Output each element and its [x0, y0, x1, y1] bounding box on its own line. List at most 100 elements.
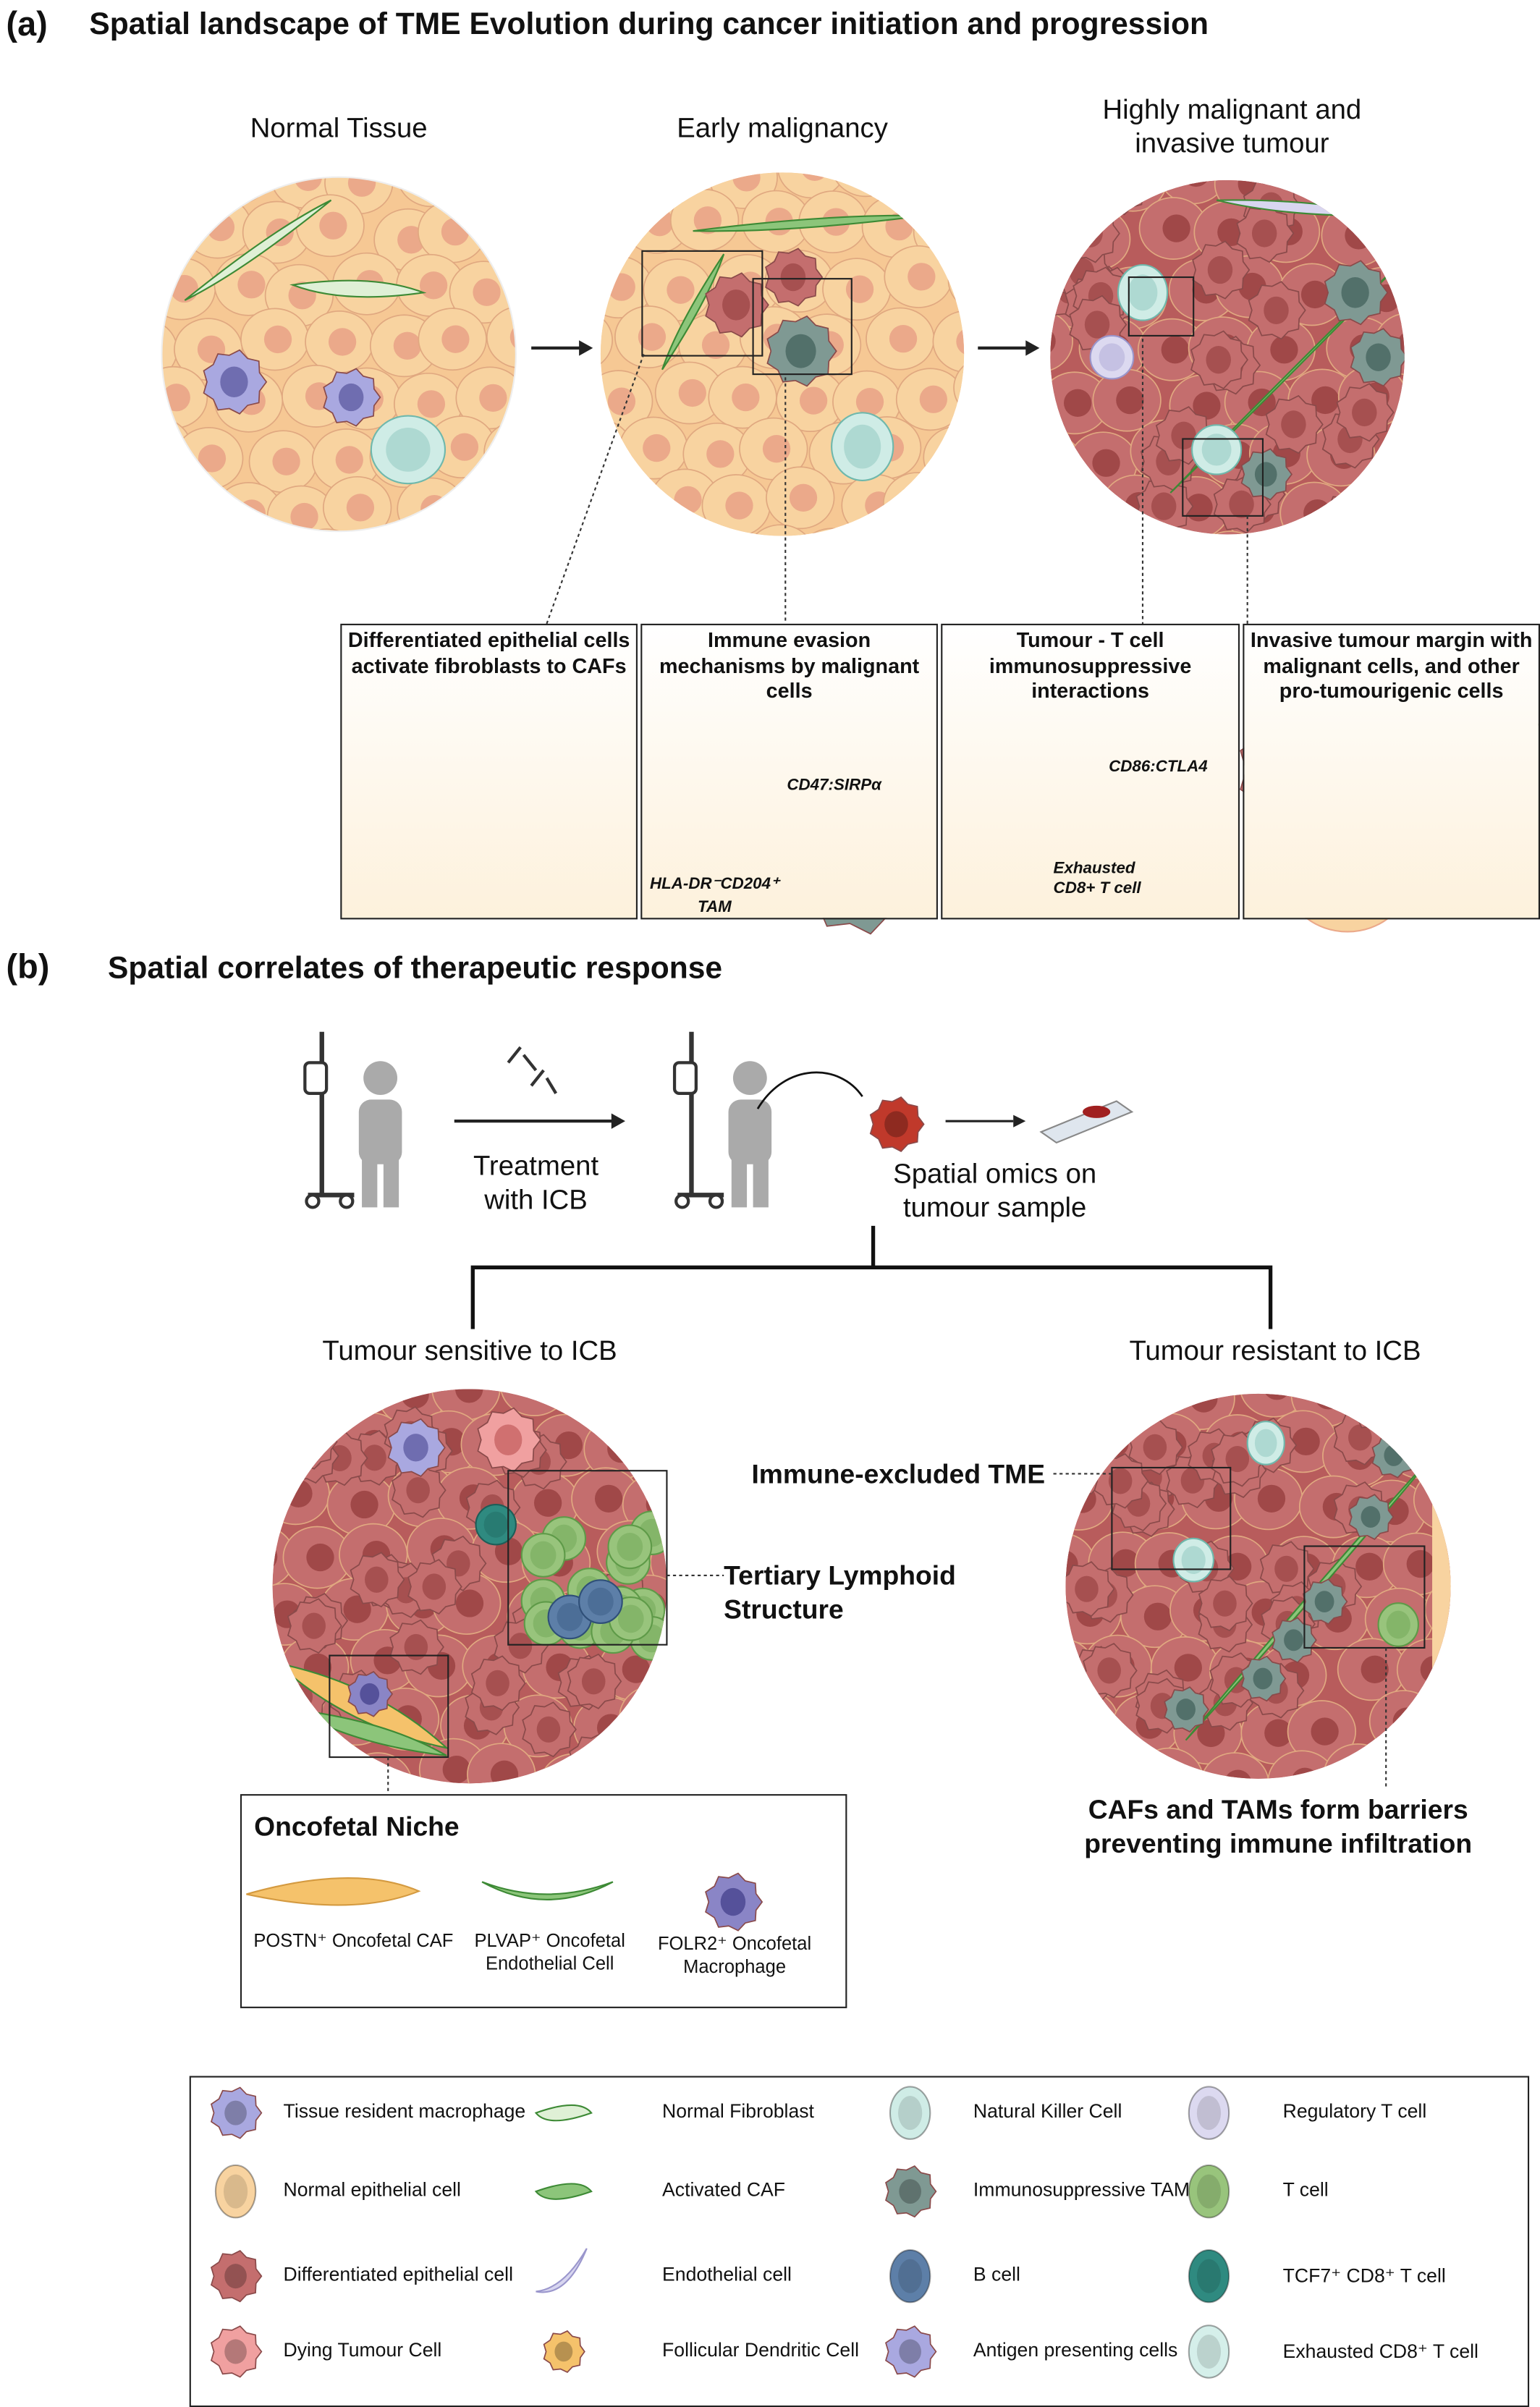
- nucleus: [607, 387, 636, 415]
- nucleus: [363, 1444, 386, 1471]
- nucleus: [530, 1541, 557, 1570]
- nucleus: [1348, 1424, 1372, 1451]
- spatial-line: tumour sample: [903, 1192, 1087, 1223]
- nucleus: [689, 1649, 716, 1677]
- nucleus: [1158, 1765, 1186, 1779]
- epithelial-cell: [272, 1406, 300, 1470]
- nucleus: [1465, 1544, 1492, 1571]
- resistant-label: Tumour resistant to ICB: [1129, 1334, 1421, 1366]
- epithelial-cell: [1413, 1468, 1451, 1531]
- epithelial-cell: [944, 172, 965, 202]
- legend-label: B cell: [973, 2264, 1020, 2285]
- nucleus: [1141, 1393, 1169, 1403]
- nucleus: [172, 177, 200, 193]
- cd8-label: CD8+ T cell: [1053, 879, 1141, 898]
- inset-tumour-tcell: Tumour - T cell immunosuppressive intera…: [941, 623, 1240, 920]
- spatial-line: Spatial omics on: [893, 1158, 1097, 1189]
- nucleus: [1418, 1767, 1447, 1779]
- nucleus: [1078, 219, 1103, 248]
- nucleus: [274, 548, 301, 575]
- legend-label: Dying Tumour Cell: [283, 2339, 442, 2361]
- nucleus: [272, 1761, 282, 1784]
- tcf7-cd8-t-cell-icon: [1188, 2249, 1230, 2304]
- label-line: PLVAP⁺ Oncofetal: [474, 1929, 625, 1952]
- nucleus: [403, 1434, 428, 1462]
- nucleus: [1219, 549, 1247, 576]
- epithelial-cell: [1348, 477, 1405, 535]
- nucleus: [1075, 1575, 1099, 1602]
- nucleus: [1224, 1769, 1252, 1779]
- nucleus: [594, 1484, 623, 1513]
- round-cell: [1089, 334, 1135, 380]
- nucleus: [789, 483, 818, 512]
- epithelial-cell: [1065, 1690, 1119, 1753]
- legend-label: Differentiated epithelial cell: [283, 2264, 513, 2285]
- arrow-head: [611, 1113, 625, 1129]
- oncofetal-endothelial-label: PLVAP⁺ Oncofetal Endothelial Cell: [449, 1929, 650, 1976]
- nucleus: [533, 1489, 562, 1517]
- nucleus: [1254, 1429, 1277, 1458]
- epithelial-cell: [161, 417, 192, 481]
- nucleus: [1181, 1546, 1206, 1575]
- nucleus: [420, 177, 449, 190]
- epithelial-cell: [497, 196, 516, 260]
- nucleus: [272, 1543, 278, 1571]
- immune-excluded-label: Immune-excluded TME: [751, 1458, 1046, 1489]
- regulatory-t-cell-icon: [1188, 2086, 1230, 2140]
- wheel: [305, 1193, 321, 1209]
- nucleus: [617, 1532, 643, 1561]
- nucleus: [1128, 274, 1158, 311]
- differentiated-epithelial-cell-icon: [210, 2250, 263, 2303]
- nucleus: [1196, 2096, 1222, 2131]
- tissue-on-slide: [1082, 1105, 1111, 1118]
- nucleus: [785, 334, 816, 368]
- nucleus: [912, 172, 940, 187]
- nucleus: [762, 435, 791, 463]
- nucleus: [1097, 1657, 1121, 1684]
- nucleus: [1084, 310, 1110, 339]
- epithelial-cell: [600, 533, 618, 536]
- nucleus: [971, 266, 999, 294]
- epithelial-cell: [653, 1416, 667, 1479]
- round-cell: [1117, 263, 1169, 321]
- nucleus: [1050, 449, 1065, 478]
- nucleus: [906, 489, 935, 517]
- hla-label: HLA-DR⁻CD204⁺: [650, 874, 779, 894]
- nucleus: [1478, 1654, 1505, 1681]
- nucleus: [678, 1434, 706, 1461]
- epithelial-cell: [161, 177, 218, 210]
- nucleus: [347, 177, 376, 197]
- label-line: FOLR2⁺ Oncofetal: [657, 1932, 812, 1955]
- round-cell: [1191, 424, 1243, 475]
- patient-after-body: [728, 1099, 772, 1164]
- t-cell: [520, 1533, 566, 1578]
- nucleus: [1065, 1764, 1071, 1779]
- nucleus: [422, 1573, 447, 1600]
- epithelial-cell: [1388, 543, 1456, 605]
- nucleus: [224, 2339, 247, 2364]
- nucleus: [143, 551, 171, 578]
- nucleus: [441, 217, 470, 246]
- panel-a-tag: (a): [6, 4, 48, 43]
- tls-label: Tertiary Lymphoid Structure: [724, 1559, 956, 1627]
- stage-invasive-label: Highly malignant and invasive tumour: [1102, 93, 1362, 159]
- nucleus: [977, 374, 1004, 402]
- patient-after-head: [732, 1061, 767, 1096]
- fibroblast: [292, 1709, 447, 1756]
- epithelial-cell: [483, 420, 516, 484]
- inset-title: Invasive tumour margin with malignant ce…: [1250, 628, 1533, 703]
- zoom-box: [752, 278, 852, 376]
- epithelial-cell: [1403, 257, 1405, 321]
- inset-caf-activation: Differentiated epithelial cells activate…: [340, 623, 638, 920]
- nucleus: [537, 381, 564, 408]
- nucleus: [1395, 224, 1405, 252]
- fibroblast: [661, 253, 725, 371]
- exhausted-label: Exhausted: [1053, 859, 1135, 878]
- nucleus: [328, 328, 357, 356]
- epithelial-cell: [430, 540, 498, 601]
- nucleus: [947, 443, 965, 471]
- epithelial-cell: [612, 535, 681, 536]
- nucleus: [646, 208, 674, 237]
- panel-a-title: Spatial landscape of TME Evolution durin…: [89, 7, 1209, 42]
